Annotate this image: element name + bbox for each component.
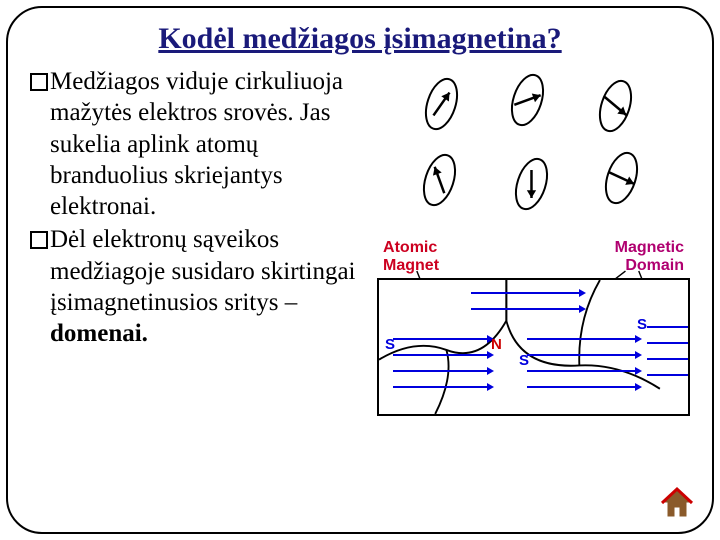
arrowhead-icon: [635, 383, 642, 391]
atomic-label-l1: Atomic: [383, 239, 437, 256]
s-pole-label: S: [385, 336, 395, 353]
domain-label-l1: Magnetic: [615, 239, 684, 256]
arrowhead-icon: [579, 289, 586, 297]
arrowhead-icon: [487, 383, 494, 391]
bullet-2-rest: medžiagoje susidaro skirtingai įsimagnet…: [50, 258, 355, 316]
s-pole-label: S: [519, 352, 529, 369]
figure-column: Atomic Magnet Magnetic Domain SNSNS: [377, 64, 690, 416]
n-pole-label: N: [491, 336, 502, 353]
bullet-box-icon: [30, 231, 48, 249]
atomic-magnets-figure: [377, 64, 690, 234]
bullet-1-text: Medžiagos viduje cirkuliuoja mažytės ele…: [50, 66, 369, 222]
arrowhead-icon: [635, 351, 642, 359]
figure-labels-row: Atomic Magnet Magnetic Domain: [377, 239, 690, 274]
field-line: [393, 370, 489, 372]
slide-frame: Kodėl medžiagos įsimagnetina? Medžiagos …: [6, 6, 714, 534]
field-line: [647, 326, 690, 328]
field-line: [393, 354, 489, 356]
arrowhead-icon: [487, 367, 494, 375]
magnetic-domain-label: Magnetic Domain: [615, 239, 684, 274]
bullet-2: Dėl elektronų sąveikos medžiagoje susida…: [30, 224, 369, 349]
field-line: [471, 308, 581, 310]
field-line: [471, 292, 581, 294]
field-line: [527, 370, 637, 372]
field-line: [527, 386, 637, 388]
field-line: [647, 358, 690, 360]
s-pole-label: S: [637, 316, 647, 333]
domain-boundaries: [379, 280, 688, 414]
arrowhead-icon: [579, 305, 586, 313]
bullet-2-lead: Dėl elektronų sąveikos: [50, 226, 279, 253]
atomic-magnet-label: Atomic Magnet: [383, 239, 439, 274]
home-icon[interactable]: [660, 486, 694, 518]
content-row: Medžiagos viduje cirkuliuoja mažytės ele…: [30, 64, 690, 416]
field-line: [647, 342, 690, 344]
field-line: [393, 386, 489, 388]
arrowhead-icon: [635, 367, 642, 375]
bullet-1: Medžiagos viduje cirkuliuoja mažytės ele…: [30, 66, 369, 222]
text-column: Medžiagos viduje cirkuliuoja mažytės ele…: [30, 64, 369, 416]
magnetic-domains-figure: SNSNS: [377, 278, 690, 416]
bullet-1-lead: Medžiagos viduje: [50, 68, 228, 95]
bullet-2-text: Dėl elektronų sąveikos medžiagoje susida…: [50, 224, 369, 349]
field-line: [527, 354, 637, 356]
field-line: [527, 338, 637, 340]
bullet-2-bold: domenai.: [50, 320, 148, 347]
arrowhead-icon: [635, 335, 642, 343]
bullet-box-icon: [30, 73, 48, 91]
field-line: [647, 374, 690, 376]
slide-title: Kodėl medžiagos įsimagnetina?: [30, 22, 690, 56]
field-line: [393, 338, 489, 340]
